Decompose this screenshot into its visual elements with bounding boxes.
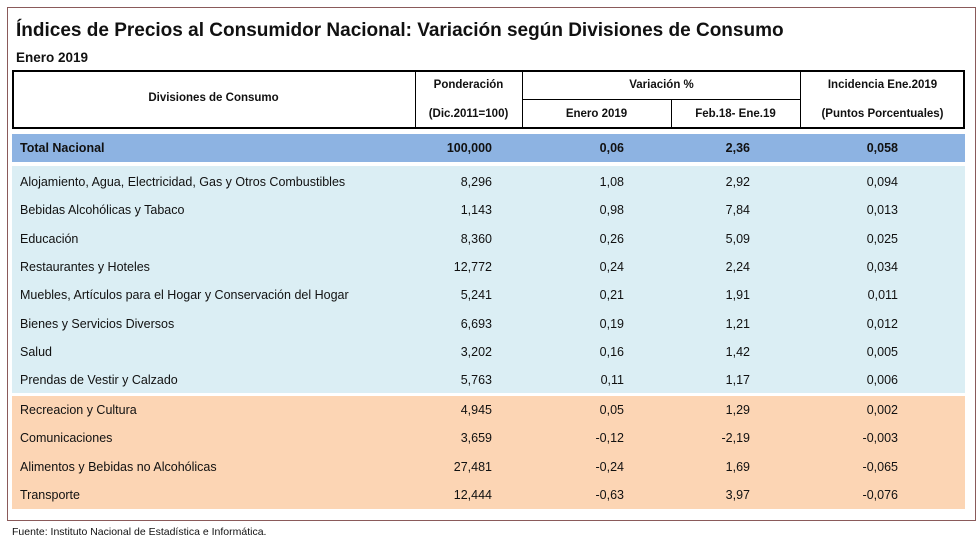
cell-value: 1,29: [725, 403, 750, 417]
cell-value: 8,296: [460, 175, 492, 189]
cell-value: 27,481: [453, 459, 492, 474]
cell-value: 0,058: [866, 141, 898, 155]
cell-value: -2,19: [721, 431, 751, 446]
cell-value: -0,24: [595, 459, 625, 474]
row-label: Salud: [20, 344, 52, 359]
subtitle: Enero 2019: [16, 50, 89, 65]
cell-value: -0,076: [862, 487, 898, 502]
cell-value: 12,444: [453, 487, 492, 502]
group-band: [12, 166, 965, 393]
divider: [522, 99, 801, 100]
table-header: [12, 70, 965, 129]
cell-value: -0,003: [862, 431, 898, 446]
cell-value: 5,241: [460, 288, 492, 303]
cell-value: 0,19: [599, 316, 624, 331]
cell-value: 1,17: [725, 373, 750, 388]
cell-value: 1,42: [725, 344, 750, 359]
cell-value: 5,763: [460, 373, 492, 388]
cell-value: 2,36: [725, 141, 750, 155]
row-label: Prendas de Vestir y Calzado: [20, 373, 178, 388]
row-label: Total Nacional: [20, 141, 105, 155]
cell-value: 3,659: [460, 431, 492, 446]
divider: [671, 99, 672, 129]
cell-value: 0,005: [866, 344, 898, 359]
column-header: Incidencia Ene.2019: [827, 79, 938, 91]
cell-value: 2,24: [725, 259, 750, 274]
row-label: Alimentos y Bebidas no Alcohólicas: [20, 459, 217, 474]
cell-value: 3,202: [460, 344, 492, 359]
cell-value: 3,97: [725, 487, 750, 502]
column-header: Feb.18- Ene.19: [695, 108, 776, 120]
column-header: Divisiones de Consumo: [148, 92, 279, 104]
cell-value: -0,12: [595, 431, 625, 446]
cell-value: -0,63: [595, 487, 625, 502]
cell-value: 2,92: [725, 175, 750, 189]
cell-value: 0,21: [599, 288, 624, 303]
row-label: Recreacion y Cultura: [20, 403, 137, 417]
cell-value: 0,094: [866, 175, 898, 189]
cell-value: 0,06: [599, 141, 624, 155]
cell-value: 1,69: [725, 459, 750, 474]
cell-value: 0,24: [599, 259, 624, 274]
cell-value: -0,065: [862, 459, 898, 474]
cell-value: 0,034: [866, 259, 898, 274]
column-header: Ponderación: [433, 79, 504, 91]
cell-value: 8,360: [460, 231, 492, 246]
row-label: Bienes y Servicios Diversos: [20, 316, 175, 331]
frame: [7, 7, 976, 521]
cell-value: 0,16: [599, 344, 624, 359]
column-header: (Puntos Porcentuales): [821, 108, 944, 120]
cell-value: 4,945: [460, 403, 492, 417]
row-label: Educación: [20, 231, 79, 246]
divider: [415, 70, 416, 129]
column-header: Enero 2019: [565, 108, 628, 120]
row-label: Bebidas Alcohólicas y Tabaco: [20, 203, 185, 218]
cell-value: 0,013: [866, 203, 898, 218]
cell-value: 0,012: [866, 316, 898, 331]
cell-value: 0,002: [866, 403, 898, 417]
cell-value: 1,91: [725, 288, 750, 303]
cell-value: 0,011: [867, 288, 898, 303]
group-band: [12, 396, 965, 509]
cell-value: 5,09: [725, 231, 750, 246]
cell-value: 0,98: [599, 203, 624, 218]
source: Fuente: Instituto Nacional de Estadístic…: [12, 526, 267, 538]
cell-value: 0,025: [866, 231, 898, 246]
cell-value: 1,143: [460, 203, 492, 218]
cell-value: 0,11: [600, 373, 624, 388]
column-header: Variación %: [629, 79, 694, 91]
cell-value: 6,693: [460, 316, 492, 331]
cell-value: 0,05: [599, 403, 624, 417]
title: Índices de Precios al Consumidor Naciona…: [16, 20, 784, 41]
cell-value: 0,006: [866, 373, 898, 388]
cell-value: 0,26: [599, 231, 624, 246]
cell-value: 100,000: [446, 141, 492, 155]
total-band: [12, 134, 965, 162]
row-label: Comunicaciones: [20, 431, 113, 446]
cell-value: 12,772: [453, 259, 492, 274]
row-label: Muebles, Artículos para el Hogar y Conse…: [20, 288, 349, 303]
row-label: Transporte: [20, 487, 80, 502]
cell-value: 1,21: [725, 316, 750, 331]
column-header: (Dic.2011=100): [428, 108, 509, 120]
row-label: Restaurantes y Hoteles: [20, 259, 150, 274]
row-label: Alojamiento, Agua, Electricidad, Gas y O…: [20, 175, 346, 189]
cell-value: 7,84: [725, 203, 750, 218]
cell-value: 1,08: [599, 175, 624, 189]
